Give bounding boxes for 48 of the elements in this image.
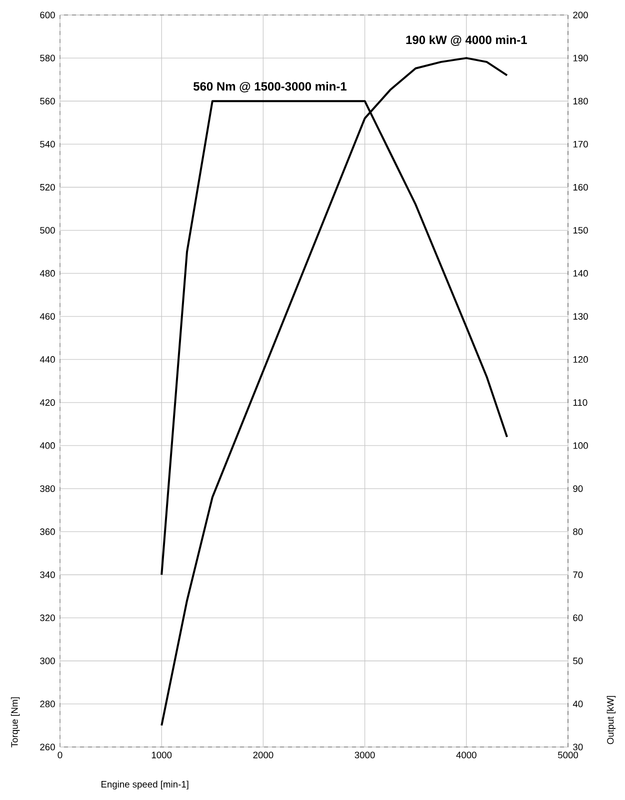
y2-tick-label: 80 bbox=[573, 528, 583, 535]
y-tick-label: 500 bbox=[40, 227, 55, 234]
y2-tick-label: 170 bbox=[573, 140, 588, 148]
y-tick-label: 600 bbox=[40, 12, 55, 18]
y2-tick-label: 160 bbox=[573, 184, 588, 191]
y-tick-label: 360 bbox=[40, 528, 55, 535]
x-axis-title: Engine speed [min-1] bbox=[102, 780, 188, 790]
y2-tick-label: 110 bbox=[573, 399, 588, 406]
y-tick-label: 460 bbox=[40, 313, 55, 320]
y2-tick-label: 60 bbox=[573, 614, 583, 622]
y-tick-label: 440 bbox=[40, 356, 55, 363]
x-tick-label: 4000 bbox=[456, 752, 476, 758]
x-tick-label: 1000 bbox=[152, 752, 172, 758]
x-tick-label: 2000 bbox=[253, 752, 274, 758]
y-axis-title: Torque [Nm] bbox=[10, 697, 20, 748]
y2-tick-label: 150 bbox=[573, 227, 588, 234]
y-tick-label: 540 bbox=[40, 140, 55, 148]
y2-tick-label: 130 bbox=[573, 313, 588, 320]
y-tick-label: 300 bbox=[40, 658, 55, 664]
y2-tick-label: 190 bbox=[573, 54, 588, 62]
y2-tick-label: 50 bbox=[573, 658, 583, 664]
y2-tick-label: 30 bbox=[573, 744, 583, 750]
x-tick-label: 0 bbox=[58, 752, 62, 758]
y2-tick-label: 180 bbox=[573, 98, 588, 104]
y-tick-label: 260 bbox=[40, 744, 55, 750]
y2-tick-label: 90 bbox=[573, 485, 583, 492]
y-tick-label: 560 bbox=[40, 98, 55, 104]
y-tick-label: 280 bbox=[40, 700, 55, 708]
y2-axis-title: Output [kW] bbox=[606, 696, 616, 744]
annotation: 560 Nm @ 1500-3000 min-1 bbox=[193, 82, 347, 92]
y-tick-label: 420 bbox=[40, 399, 55, 406]
y2-tick-label: 120 bbox=[573, 356, 588, 363]
y2-tick-label: 200 bbox=[573, 12, 588, 18]
y2-tick-label: 40 bbox=[572, 700, 583, 708]
y-tick-label: 340 bbox=[40, 571, 55, 578]
x-tick-label: 5000 bbox=[558, 752, 578, 758]
y2-tick-label: 140 bbox=[573, 270, 588, 277]
y-tick-label: 520 bbox=[40, 184, 55, 191]
annotation: 190 kW @ 4000 min-1 bbox=[406, 35, 527, 46]
y2-tick-label: 100 bbox=[573, 442, 588, 449]
y-tick-label: 320 bbox=[40, 614, 55, 622]
y-tick-label: 580 bbox=[40, 54, 55, 62]
x-tick-label: 3000 bbox=[354, 752, 375, 758]
y-tick-label: 380 bbox=[40, 485, 55, 492]
line-series bbox=[160, 57, 508, 726]
y-tick-label: 480 bbox=[40, 270, 55, 277]
y-tick-label: 400 bbox=[40, 442, 55, 449]
y2-tick-label: 70 bbox=[573, 571, 583, 578]
